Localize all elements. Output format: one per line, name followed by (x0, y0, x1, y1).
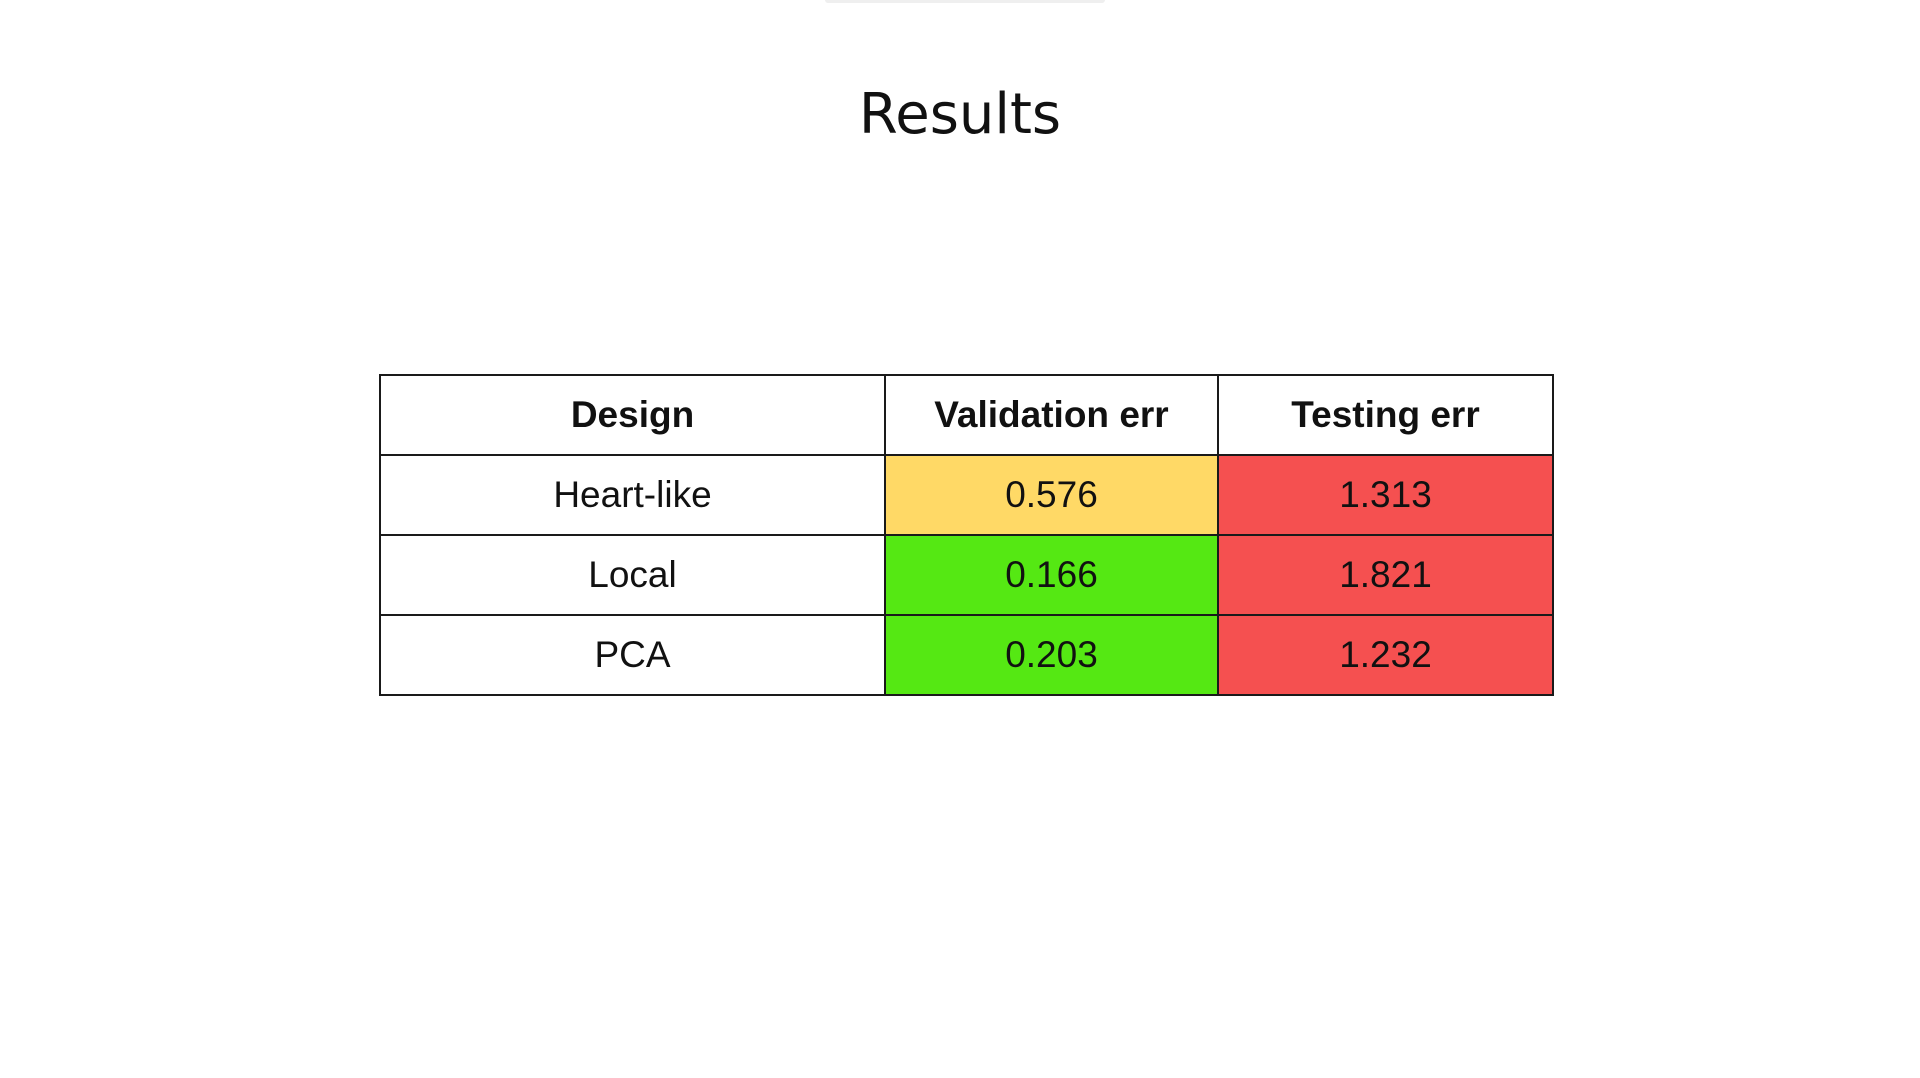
page-title: Results (858, 82, 1062, 147)
table-row: Heart-like 0.576 1.313 (379, 454, 1554, 536)
testing-err-cell: 1.821 (1217, 534, 1554, 616)
testing-err-cell: 1.313 (1217, 454, 1554, 536)
table-row: PCA 0.203 1.232 (379, 614, 1554, 696)
column-header-testing-err: Testing err (1217, 374, 1554, 456)
column-header-validation-err: Validation err (884, 374, 1219, 456)
validation-err-cell: 0.166 (884, 534, 1219, 616)
table-row: Local 0.166 1.821 (379, 534, 1554, 616)
design-cell: Local (379, 534, 886, 616)
validation-err-cell: 0.203 (884, 614, 1219, 696)
validation-err-cell: 0.576 (884, 454, 1219, 536)
testing-err-cell: 1.232 (1217, 614, 1554, 696)
results-table: Design Validation err Testing err Heart-… (379, 374, 1554, 696)
top-drag-handle (825, 0, 1105, 3)
design-cell: Heart-like (379, 454, 886, 536)
table-header-row: Design Validation err Testing err (379, 374, 1554, 456)
column-header-design: Design (379, 374, 886, 456)
design-cell: PCA (379, 614, 886, 696)
